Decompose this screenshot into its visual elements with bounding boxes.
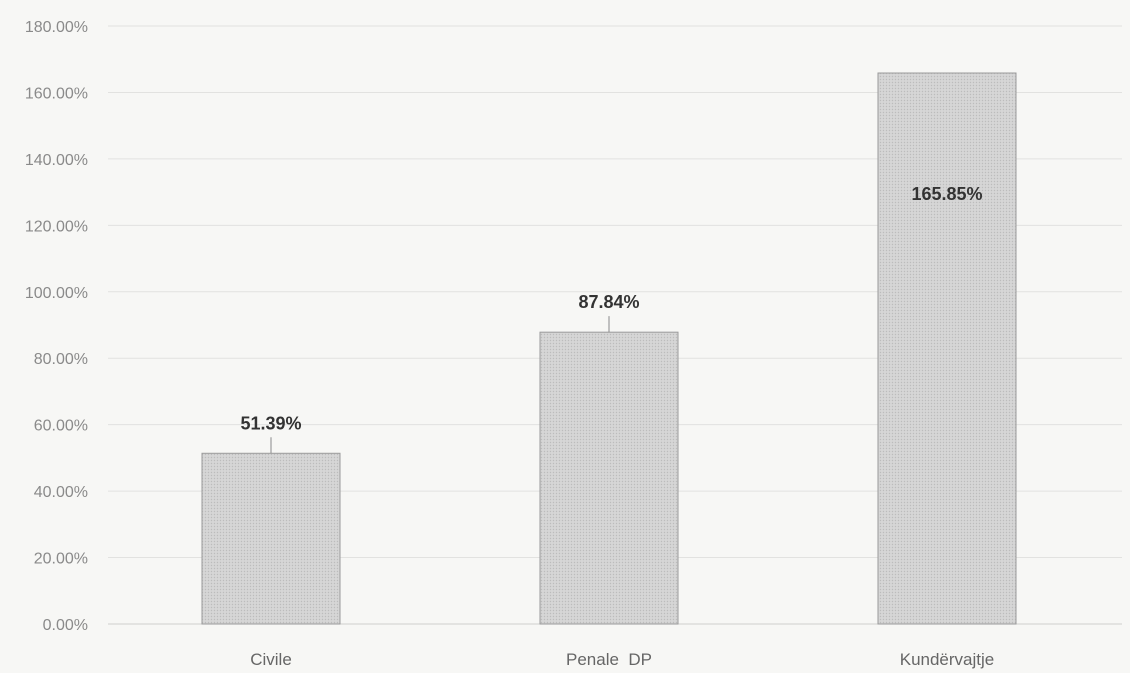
bars bbox=[201, 72, 1017, 625]
y-tick-label: 160.00% bbox=[25, 85, 88, 102]
x-category-label: Civile bbox=[250, 650, 292, 669]
y-tick-label: 40.00% bbox=[34, 484, 88, 501]
data-label: 165.85% bbox=[911, 184, 982, 204]
y-tick-label: 0.00% bbox=[43, 617, 88, 634]
y-tick-label: 100.00% bbox=[25, 285, 88, 302]
bar bbox=[877, 72, 1017, 625]
x-category-label: Penale DP bbox=[566, 650, 652, 669]
data-label: 87.84% bbox=[578, 292, 639, 312]
bar bbox=[201, 452, 341, 625]
data-label: 51.39% bbox=[240, 413, 301, 433]
y-tick-label: 140.00% bbox=[25, 152, 88, 169]
x-category-label: Kundërvajtje bbox=[900, 650, 995, 669]
y-tick-label: 80.00% bbox=[34, 351, 88, 368]
y-tick-label: 60.00% bbox=[34, 418, 88, 435]
x-axis-category-labels: Civile Penale DP Kundërvajtje bbox=[250, 650, 994, 669]
bar bbox=[539, 331, 679, 625]
y-tick-label: 180.00% bbox=[25, 19, 88, 36]
y-axis-tick-labels: 0.00% 20.00% 40.00% 60.00% 80.00% 100.00% 120.… bbox=[25, 19, 88, 634]
data-labels: 51.39% 87.84% 165.85% bbox=[240, 184, 983, 454]
y-tick-label: 120.00% bbox=[25, 218, 88, 235]
y-tick-label: 20.00% bbox=[34, 551, 88, 568]
